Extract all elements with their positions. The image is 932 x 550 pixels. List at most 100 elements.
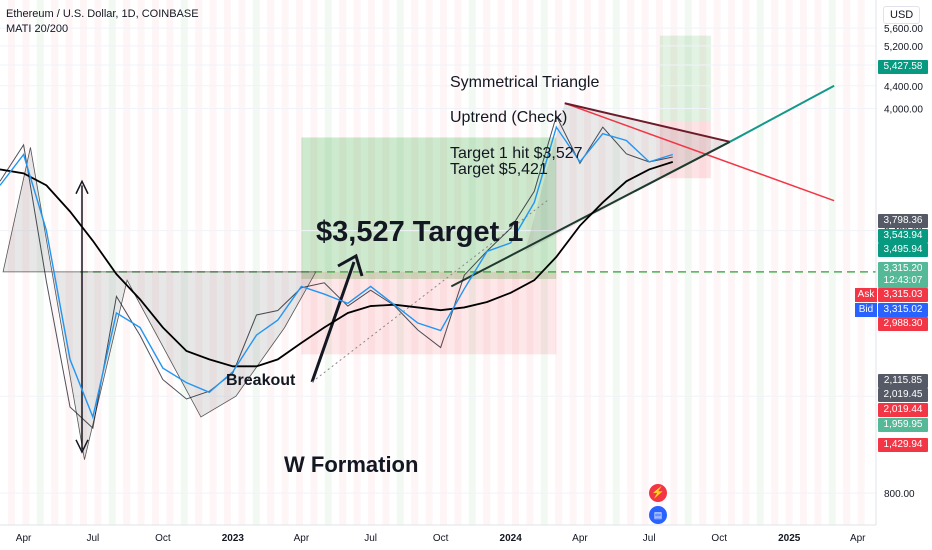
session-stripe — [627, 0, 635, 525]
session-stripe — [108, 0, 116, 525]
price-badge: 3,315.03 — [878, 288, 928, 302]
session-stripe — [224, 0, 231, 525]
symbol-title: Ethereum / U.S. Dollar, 1D, COINBASE — [6, 8, 199, 20]
session-stripe — [512, 0, 519, 525]
price-badge: 2,019.44 — [878, 403, 928, 417]
session-stripe — [771, 0, 779, 525]
ask-label[interactable]: Ask — [855, 288, 877, 302]
resistance-line — [564, 102, 835, 202]
measure-arrow-head-top — [75, 179, 89, 195]
price-line — [0, 114, 673, 430]
price-badge: 5,427.58 — [878, 60, 928, 74]
session-stripe — [281, 0, 289, 525]
session-stripe — [425, 0, 433, 525]
session-stripe — [94, 0, 102, 525]
time-axis-ticks: Apr Jul Oct 2023 Apr Jul Oct 2024 Apr Jul Oct 2025 A… — [16, 533, 866, 544]
session-stripe — [440, 0, 447, 525]
ma-200-line — [0, 160, 674, 368]
session-stripe — [684, 0, 692, 525]
session-stripe — [324, 0, 332, 525]
session-stripe — [310, 0, 318, 525]
us-flag-icon[interactable]: ▤ — [649, 506, 667, 524]
session-stripe — [857, 0, 865, 525]
flash-icon[interactable]: ⚡ — [649, 484, 667, 502]
triangle-shape — [525, 103, 730, 252]
price-badge: 1,429.94 — [878, 438, 928, 452]
w-formation-shape — [2, 147, 317, 460]
session-stripe — [641, 0, 649, 525]
triangle-upper-edge — [564, 102, 731, 143]
target-zone — [659, 35, 711, 121]
x-tick-label: Jul — [364, 533, 377, 544]
ma-20-line — [0, 125, 674, 420]
session-stripe — [569, 0, 577, 525]
session-stripe — [267, 0, 275, 525]
session-stripe — [252, 0, 260, 525]
price-series — [0, 114, 674, 430]
session-stripe — [80, 0, 87, 525]
session-stripe — [800, 0, 807, 525]
session-stripe — [742, 0, 750, 525]
session-stripe — [382, 0, 390, 525]
x-tick-label: Apr — [294, 533, 310, 544]
session-stripe — [483, 0, 491, 525]
currency-button[interactable]: USD — [883, 6, 921, 24]
x-tick-label: 2024 — [500, 533, 523, 544]
price-badge: 3,543.94 — [878, 229, 928, 243]
session-stripe — [368, 0, 375, 525]
price-badge: 3,315.02 — [878, 303, 928, 317]
y-tick-label: 800.00 — [884, 489, 915, 500]
x-tick-label: Apr — [572, 533, 588, 544]
countdown-badge: 12:43:07 — [878, 274, 928, 288]
session-stripe — [756, 0, 764, 525]
session-stripe — [51, 0, 59, 525]
target-zones — [301, 35, 711, 355]
target2-label: Target $5,421 — [450, 161, 548, 178]
session-stripe — [526, 0, 534, 525]
price-badge: 1,959.95 — [878, 418, 928, 432]
background-sessions — [8, 0, 865, 525]
x-tick-label: Apr — [16, 533, 32, 544]
bid-label[interactable]: Bid — [855, 303, 877, 317]
indicator-title: MATI 20/200 — [6, 23, 69, 35]
session-stripe — [656, 0, 663, 525]
target1-hit-label: Target 1 hit $3,527 — [450, 145, 583, 162]
x-tick-label: 2023 — [222, 533, 245, 544]
price-badge: 3,798.36 — [878, 214, 928, 228]
session-stripe — [785, 0, 793, 525]
y-tick-label: 4,400.00 — [884, 82, 923, 93]
session-stripe — [843, 0, 851, 525]
price-badge: 2,115.85 — [878, 374, 928, 388]
uptrend-label: Uptrend (Check) — [450, 109, 568, 126]
session-stripe — [22, 0, 30, 525]
x-tick-label: Oct — [155, 533, 171, 544]
session-stripe — [454, 0, 462, 525]
session-stripe — [713, 0, 721, 525]
target-zone — [301, 137, 557, 279]
session-stripe — [296, 0, 303, 525]
x-tick-label: Jul — [643, 533, 656, 544]
y-tick-label: 5,200.00 — [884, 42, 923, 53]
session-stripe — [209, 0, 217, 525]
x-tick-label: Jul — [86, 533, 99, 544]
x-tick-label: Apr — [850, 533, 866, 544]
price-badge: 3,315.20 — [878, 262, 928, 276]
session-stripe — [584, 0, 591, 525]
session-stripe — [540, 0, 548, 525]
gridlines — [0, 27, 876, 494]
session-stripe — [137, 0, 145, 525]
session-stripe — [699, 0, 707, 525]
price-badge: 3,495.94 — [878, 243, 928, 257]
breakout-label: Breakout — [226, 372, 296, 389]
big-target-label: $3,527 Target 1 — [316, 216, 524, 248]
session-stripe — [396, 0, 404, 525]
session-stripe — [828, 0, 836, 525]
session-stripe — [8, 0, 15, 525]
y-tick-label: 4,000.00 — [884, 105, 923, 116]
session-stripe — [180, 0, 188, 525]
pattern-label: Symmetrical Triangle — [450, 74, 600, 91]
session-stripe — [468, 0, 476, 525]
target-arrow-head — [337, 253, 364, 277]
session-stripe — [152, 0, 159, 525]
